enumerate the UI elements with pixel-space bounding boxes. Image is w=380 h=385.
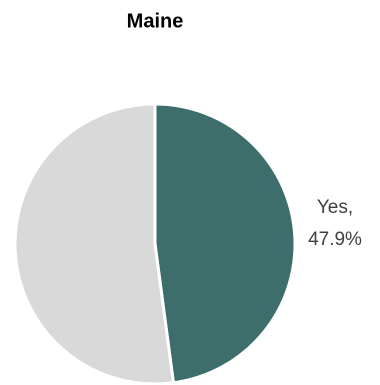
- slice-value-label: 47.9%: [308, 229, 362, 250]
- slice-category-label: Yes,: [317, 197, 353, 218]
- chart-title: Maine: [127, 10, 184, 32]
- pie-slice: [13, 102, 176, 385]
- pie-slice: [153, 102, 297, 385]
